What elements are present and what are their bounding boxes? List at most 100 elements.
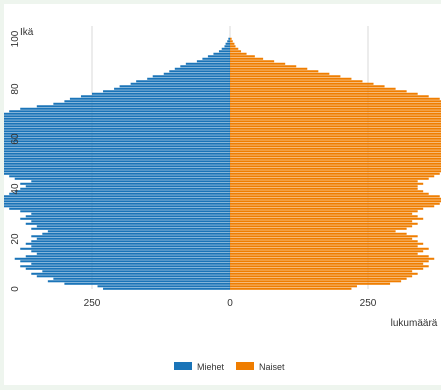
bar-women-10 bbox=[230, 262, 424, 265]
bar-women-46 bbox=[230, 172, 440, 175]
bar-men-81 bbox=[119, 85, 230, 88]
bar-women-83 bbox=[230, 80, 363, 83]
legend-label-naiset: Naiset bbox=[259, 362, 285, 372]
bar-men-84 bbox=[147, 77, 230, 80]
bar-women-87 bbox=[230, 70, 319, 73]
bar-women-55 bbox=[230, 150, 441, 153]
bar-men-9 bbox=[20, 265, 230, 268]
bar-men-66 bbox=[0, 122, 230, 125]
bar-women-61 bbox=[230, 135, 441, 138]
bar-women-71 bbox=[230, 110, 441, 113]
bar-women-44 bbox=[230, 177, 429, 180]
bar-women-53 bbox=[230, 155, 441, 158]
bar-men-33 bbox=[0, 205, 230, 208]
bar-men-3 bbox=[47, 280, 231, 283]
bar-women-0 bbox=[230, 287, 352, 290]
bar-women-15 bbox=[230, 250, 424, 253]
bar-men-65 bbox=[0, 125, 230, 128]
bar-men-2 bbox=[64, 282, 231, 285]
bar-men-79 bbox=[103, 90, 230, 93]
x-axis-title: lukumäärä bbox=[391, 318, 438, 329]
bar-men-91 bbox=[196, 60, 230, 63]
bar-women-85 bbox=[230, 75, 341, 78]
bar-men-20 bbox=[36, 237, 230, 240]
bar-women-48 bbox=[230, 167, 441, 170]
bar-men-69 bbox=[0, 115, 230, 118]
y-tick-100: 100 bbox=[10, 30, 21, 47]
bar-women-37 bbox=[230, 195, 440, 198]
bar-men-62 bbox=[0, 132, 230, 135]
bar-men-98 bbox=[225, 42, 230, 45]
x-axis-ticks: 7505002500250500750 bbox=[84, 298, 377, 309]
bar-men-60 bbox=[0, 137, 230, 140]
bar-men-18 bbox=[25, 242, 231, 245]
bar-women-5 bbox=[230, 275, 413, 278]
bar-men-41 bbox=[25, 185, 231, 188]
bar-men-87 bbox=[169, 70, 230, 73]
bar-women-14 bbox=[230, 252, 418, 255]
bar-women-13 bbox=[230, 255, 429, 258]
bar-women-57 bbox=[230, 145, 441, 148]
bar-women-51 bbox=[230, 160, 441, 163]
bar-women-50 bbox=[230, 162, 441, 165]
y-tick-0: 0 bbox=[10, 286, 21, 292]
bar-men-82 bbox=[130, 82, 230, 85]
bar-women-78 bbox=[230, 92, 418, 95]
bar-women-41 bbox=[230, 185, 418, 188]
bar-women-40 bbox=[230, 187, 418, 190]
bar-men-37 bbox=[0, 195, 230, 198]
bar-women-93 bbox=[230, 55, 255, 58]
bar-men-43 bbox=[31, 180, 231, 183]
bar-men-85 bbox=[152, 75, 230, 78]
bar-women-3 bbox=[230, 280, 402, 283]
bar-women-12 bbox=[230, 257, 435, 260]
bar-men-68 bbox=[0, 117, 230, 120]
bar-women-39 bbox=[230, 190, 424, 193]
bar-women-18 bbox=[230, 242, 424, 245]
bar-women-24 bbox=[230, 227, 407, 230]
bar-men-67 bbox=[0, 120, 230, 123]
bar-men-7 bbox=[42, 270, 230, 273]
bar-men-8 bbox=[25, 267, 231, 270]
bar-women-81 bbox=[230, 85, 385, 88]
bar-men-34 bbox=[0, 202, 231, 205]
bar-women-62 bbox=[230, 132, 441, 135]
bar-women-19 bbox=[230, 240, 418, 243]
bar-men-5 bbox=[36, 275, 230, 278]
y-axis-ticks: 0 20 40 60 80 100 bbox=[10, 30, 21, 292]
bar-men-70 bbox=[0, 112, 230, 115]
bar-men-73 bbox=[36, 105, 230, 108]
y-tick-40: 40 bbox=[10, 183, 21, 195]
bar-women-58 bbox=[230, 142, 441, 145]
y-tick-60: 60 bbox=[10, 133, 21, 145]
bar-men-88 bbox=[174, 67, 230, 70]
bar-men-6 bbox=[31, 272, 231, 275]
bar-women-76 bbox=[230, 97, 440, 100]
bar-men-28 bbox=[20, 217, 230, 220]
bar-women-16 bbox=[230, 247, 429, 250]
bar-men-75 bbox=[64, 100, 231, 103]
bar-women-20 bbox=[230, 237, 413, 240]
bar-women-38 bbox=[230, 192, 429, 195]
bar-men-78 bbox=[92, 92, 230, 95]
bar-women-26 bbox=[230, 222, 418, 225]
bar-men-80 bbox=[114, 87, 230, 90]
bar-men-52 bbox=[0, 157, 230, 160]
bar-men-26 bbox=[25, 222, 231, 225]
bar-men-50 bbox=[0, 162, 230, 165]
bar-women-34 bbox=[230, 202, 440, 205]
bar-women-56 bbox=[230, 147, 441, 150]
bar-women-27 bbox=[230, 220, 413, 223]
bar-men-71 bbox=[9, 110, 231, 113]
legend: Miehet Naiset bbox=[174, 362, 285, 372]
bar-women-86 bbox=[230, 72, 330, 75]
bar-men-89 bbox=[180, 65, 230, 68]
bar-women-98 bbox=[230, 42, 235, 45]
bar-women-65 bbox=[230, 125, 441, 128]
bar-women-63 bbox=[230, 130, 441, 133]
bar-men-64 bbox=[0, 127, 230, 130]
bar-men-35 bbox=[0, 200, 230, 203]
bar-women-99 bbox=[230, 40, 233, 43]
y-tick-80: 80 bbox=[10, 83, 21, 95]
